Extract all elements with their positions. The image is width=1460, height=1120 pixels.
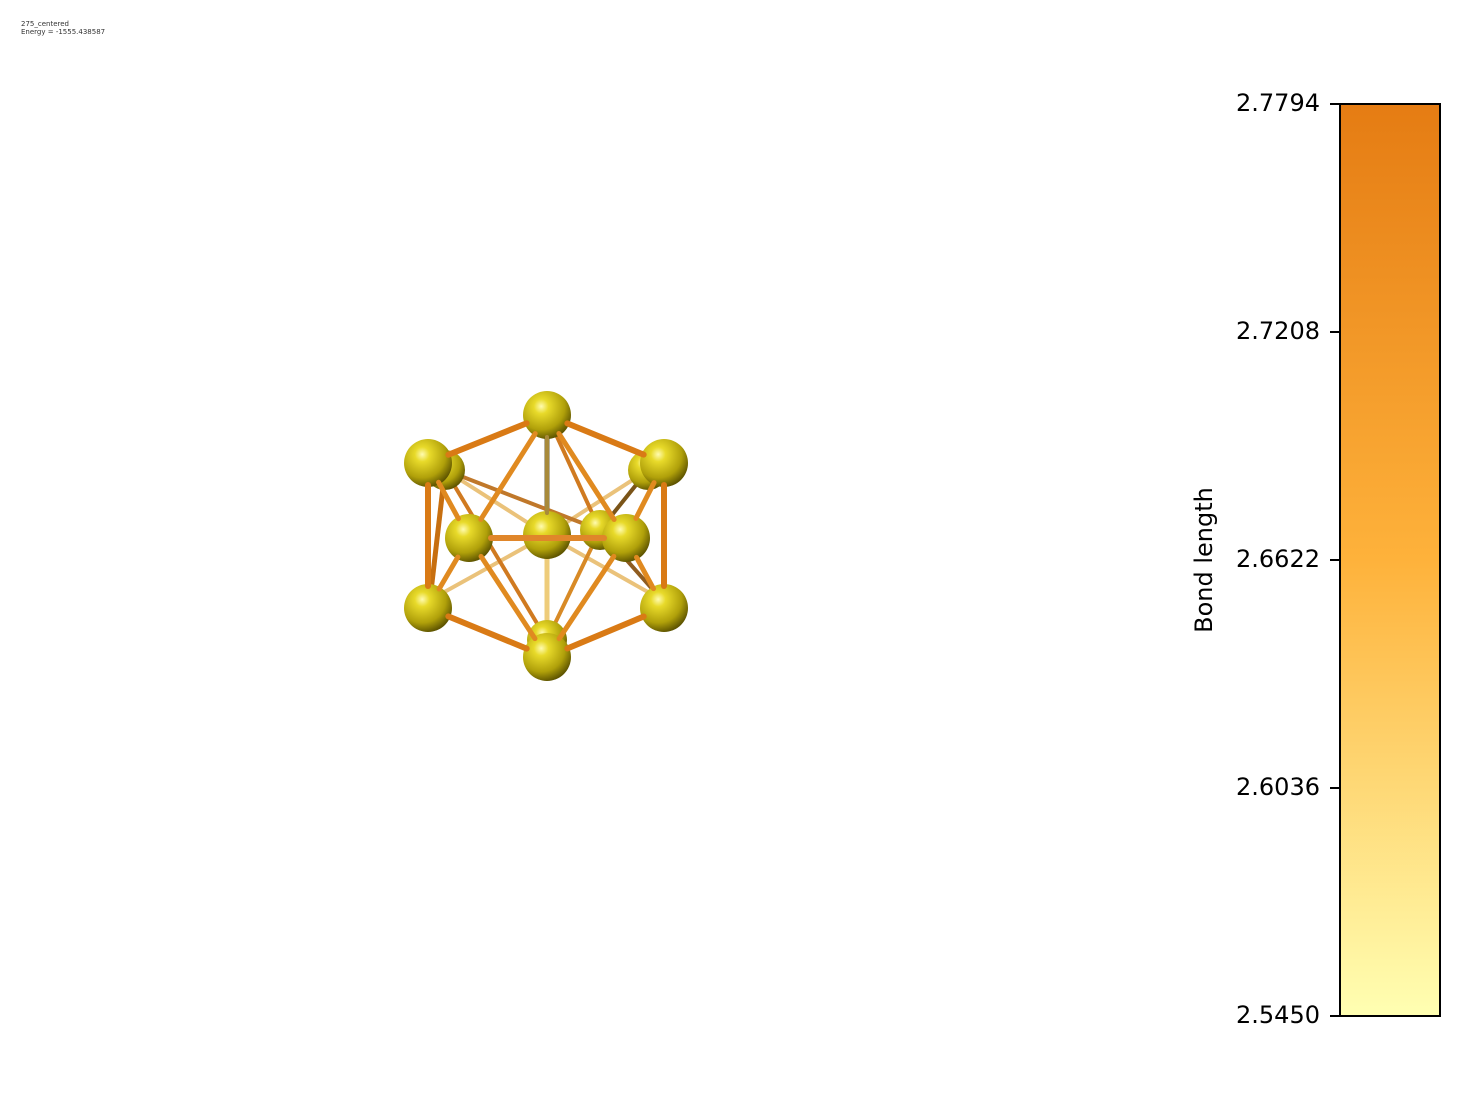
bond: [478, 431, 538, 522]
bond: [436, 479, 461, 522]
bond: [556, 431, 617, 522]
gold-atom: [404, 439, 452, 487]
atoms-layer: [404, 391, 688, 681]
bond: [545, 528, 602, 642]
bond: [478, 553, 538, 642]
bond: [633, 554, 657, 592]
bond: [564, 420, 647, 458]
bond: [443, 468, 549, 642]
colorbar-tick-label: 2.7208: [1236, 317, 1320, 345]
energy-readout: Energy = -1555.438587: [21, 28, 106, 36]
colorbar-tick-label: 2.6036: [1236, 773, 1320, 801]
gold-atom: [445, 514, 493, 562]
gold-atom: [404, 584, 452, 632]
gold-atom: [523, 391, 571, 439]
bond: [443, 468, 602, 532]
bond: [633, 480, 657, 521]
bonds-front-layer: [425, 420, 667, 652]
colorbar-tick-label: 2.7794: [1236, 89, 1320, 117]
colorbar-ticks: 2.7794 2.7208 2.6622 2.6036 2.5450: [1236, 89, 1340, 1029]
colorbar-tick-label: 2.5450: [1236, 1001, 1320, 1029]
gold-atom: [523, 633, 571, 681]
colorbar-gradient: [1339, 103, 1441, 1017]
colorbar-title: Bond length: [1190, 487, 1218, 633]
bond: [445, 420, 530, 458]
structure-caption: 275_centered Energy = -1555.438587: [21, 20, 105, 36]
bond: [445, 613, 530, 652]
bond: [556, 553, 617, 642]
gold-atom: [602, 514, 650, 562]
bond: [436, 554, 461, 592]
gold-atom: [640, 439, 688, 487]
bond: [564, 613, 647, 652]
colorbar-tick-label: 2.6622: [1236, 545, 1320, 573]
gold-atom: [640, 584, 688, 632]
structure-name: 275_centered: [21, 20, 69, 28]
cluster-structure: [404, 391, 688, 681]
